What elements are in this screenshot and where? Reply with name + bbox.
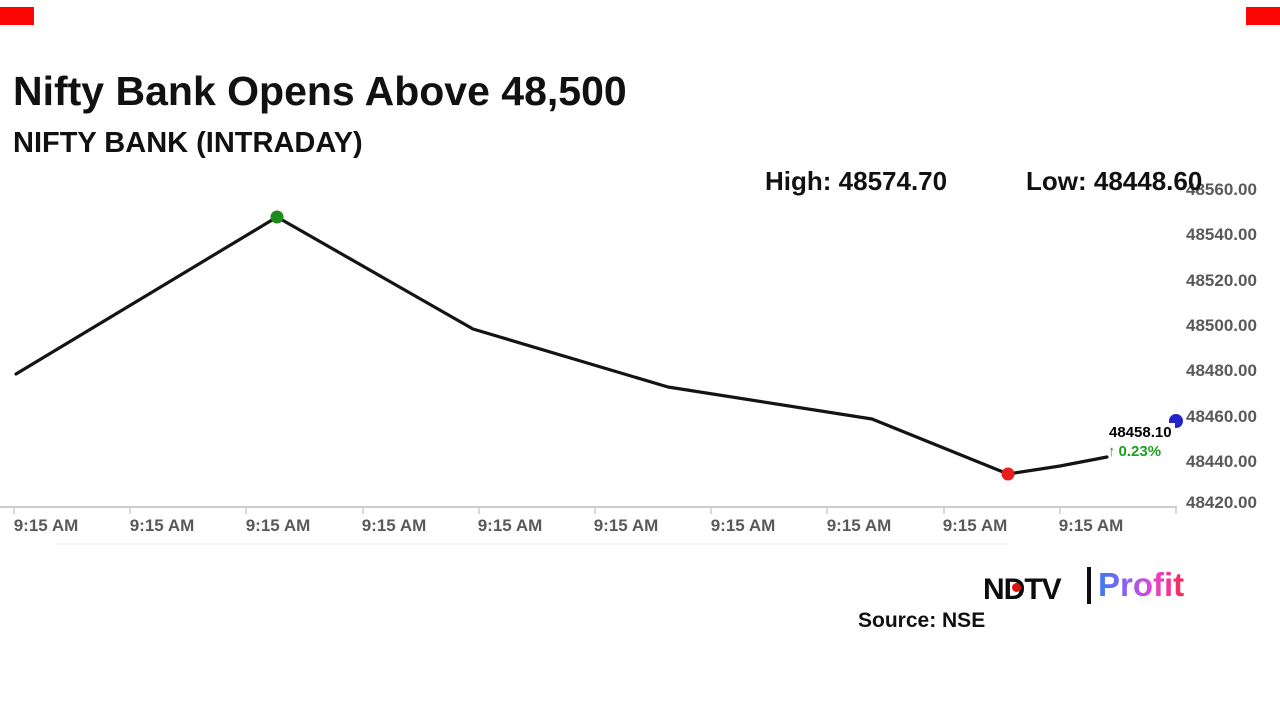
x-tick-label: 9:15 AM (1058, 516, 1124, 535)
x-tick-label: 9:15 AM (477, 516, 543, 535)
x-tick-label: 9:15 AM (942, 516, 1008, 535)
y-tick-label: 48480.00 (1186, 361, 1257, 380)
x-tick-label: 9:15 AM (129, 516, 195, 535)
change-percent-value: 0.23% (1118, 443, 1162, 460)
x-tick-label: 9:15 AM (361, 516, 427, 535)
corner-mark-left (0, 7, 34, 25)
price-line (14, 215, 1109, 476)
corner-mark-right (1246, 7, 1280, 25)
x-tick-label: 9:15 AM (593, 516, 659, 535)
x-tick-label: 9:15 AM (13, 516, 79, 535)
high-value-label: High: 48574.70 (765, 166, 948, 196)
x-tick-label: 9:15 AM (710, 516, 776, 535)
x-tick-label: 9:15 AM (245, 516, 311, 535)
y-tick-label: 48520.00 (1186, 271, 1257, 290)
logo-divider (1087, 567, 1091, 604)
y-tick-label: 48560.00 (1186, 180, 1257, 199)
page-title: Nifty Bank Opens Above 48,500 (13, 68, 627, 114)
x-tick-label: 9:15 AM (826, 516, 892, 535)
chart-subtitle: NIFTY BANK (INTRADAY) (13, 127, 363, 159)
ndtv-wordmark: NDTV (983, 573, 1062, 606)
profit-wordmark: Profit (1098, 566, 1185, 603)
y-tick-label: 48500.00 (1186, 316, 1257, 335)
change-percent-label: ↑ 0.23% (1108, 443, 1161, 460)
peak-marker-dot (270, 210, 284, 224)
source-label: Source: NSE (858, 609, 986, 632)
y-tick-label: 48540.00 (1186, 225, 1257, 244)
ndtv-red-dot-icon (1012, 583, 1021, 592)
trough-marker-dot (1001, 467, 1015, 481)
last-price-label: 48458.10 (1106, 423, 1175, 442)
up-arrow-icon: ↑ (1108, 443, 1116, 460)
y-tick-label: 48420.00 (1186, 493, 1257, 512)
y-tick-label: 48440.00 (1186, 452, 1257, 471)
y-tick-label: 48460.00 (1186, 407, 1257, 426)
low-value-label: Low: 48448.60 (1026, 166, 1203, 196)
